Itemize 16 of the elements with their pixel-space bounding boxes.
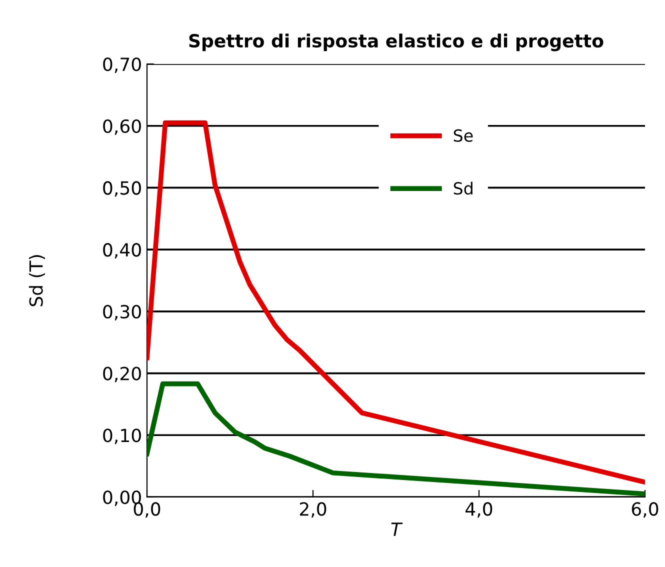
y-tick-label: 0,30 <box>103 304 141 320</box>
chart-title: Spettro di risposta elastico e di progetto <box>189 34 604 52</box>
line-series <box>147 120 645 485</box>
y-tick-label: 0,60 <box>103 119 141 135</box>
y-tick-label: 0,50 <box>103 181 141 197</box>
y-tick-label: 0,20 <box>103 366 141 382</box>
y-tick-label: 0,10 <box>103 428 141 444</box>
x-axis-title: T <box>391 522 403 536</box>
x-tick-label: 2,0 <box>300 502 326 518</box>
y-tick-label: 0,40 <box>103 243 141 259</box>
x-tick-label: 6,0 <box>632 502 658 518</box>
legend-label: Sd <box>454 182 472 195</box>
y-tick-label: 0,70 <box>103 57 141 73</box>
y-axis-title: Sd (T) <box>28 255 46 306</box>
x-tick-label: 4,0 <box>466 502 492 518</box>
legend-label: Se <box>454 129 473 142</box>
